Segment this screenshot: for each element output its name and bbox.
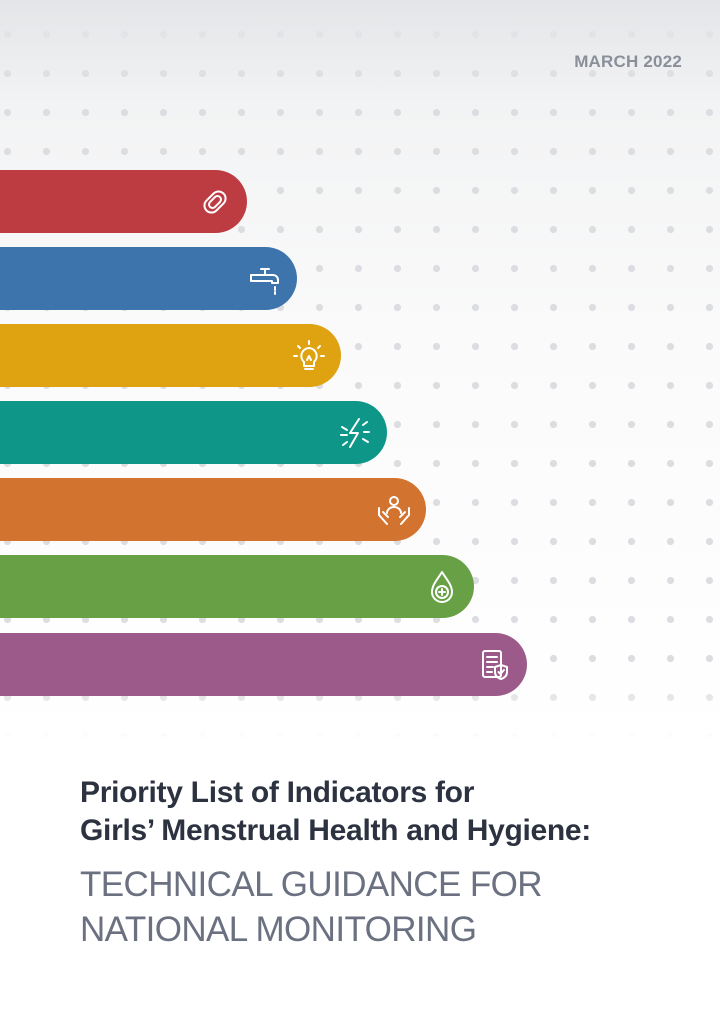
report-subtitle-line-1: TECHNICAL GUIDANCE FOR — [80, 865, 543, 904]
water-tap-icon — [247, 261, 283, 297]
policy-document-icon — [477, 647, 513, 683]
bar-policy — [0, 633, 527, 696]
support-hands-icon — [376, 492, 412, 528]
bar-water-sanitation — [0, 247, 297, 310]
health-drop-icon — [424, 569, 460, 605]
pain-lightning-icon — [337, 415, 373, 451]
lightbulb-icon — [291, 338, 327, 374]
bar-menstrual-materials — [0, 170, 247, 233]
bar-discomfort — [0, 401, 387, 464]
report-subtitle-line-2: NATIONAL MONITORING — [80, 910, 477, 949]
report-title-line-2: Girls’ Menstrual Health and Hygiene: — [80, 814, 591, 847]
bar-health — [0, 555, 474, 618]
report-title-line-1: Priority List of Indicators for — [80, 776, 475, 809]
menstrual-pad-icon — [197, 184, 233, 220]
publication-date: MARCH 2022 — [574, 52, 682, 71]
report-title: Priority List of Indicators for Girls’ M… — [80, 774, 591, 850]
bar-supportive-environment — [0, 478, 426, 541]
bar-knowledge — [0, 324, 341, 387]
report-subtitle: TECHNICAL GUIDANCE FOR NATIONAL MONITORI… — [80, 862, 543, 952]
